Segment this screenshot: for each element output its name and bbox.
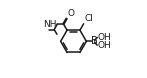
Text: O: O [67, 9, 74, 18]
Text: B: B [91, 36, 97, 46]
Text: NH: NH [43, 20, 57, 29]
Text: OH: OH [98, 33, 111, 42]
Text: OH: OH [98, 41, 111, 50]
Text: Cl: Cl [84, 14, 93, 23]
